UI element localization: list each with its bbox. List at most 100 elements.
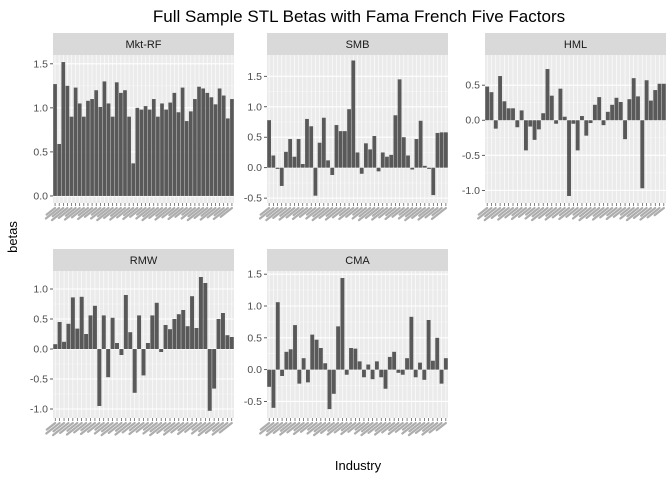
x-category-label-mark [422, 421, 435, 432]
x-category-label-mark [142, 421, 154, 431]
x-category-label-mark [558, 206, 575, 221]
x-category-label-mark [640, 206, 653, 217]
bar [193, 99, 197, 196]
x-category-label-mark [306, 421, 322, 435]
x-category-label-mark [149, 421, 167, 437]
x-category-label-mark [338, 206, 351, 217]
bar [640, 120, 645, 189]
bar [427, 167, 431, 169]
bar [88, 315, 93, 349]
bar [357, 361, 362, 370]
x-category-label-mark [200, 206, 213, 217]
x-category-label-mark [404, 206, 418, 218]
x-category-label-mark [135, 206, 151, 220]
bar [498, 76, 503, 121]
y-tick-label: 0.0 [33, 190, 48, 202]
x-category-label-mark [218, 421, 233, 434]
x-category-label-mark [128, 421, 145, 436]
bar [205, 92, 210, 196]
bar [410, 167, 415, 170]
x-category-label-mark [325, 206, 338, 217]
x-category-label-mark [198, 421, 211, 433]
x-category-label-mark [408, 421, 422, 433]
bar [321, 117, 326, 168]
y-tick-label: 0.5 [33, 314, 48, 326]
x-category-label-mark [163, 421, 180, 436]
x-category-label-mark [385, 206, 397, 217]
x-category-label-mark [619, 206, 635, 220]
bar [627, 99, 632, 121]
x-category-label-mark [378, 206, 393, 219]
bar [180, 87, 185, 196]
bar [528, 120, 533, 127]
bar [549, 95, 554, 121]
x-category-label-mark [374, 421, 391, 436]
bar [511, 108, 515, 121]
bar [400, 369, 405, 375]
x-category-label-mark [73, 421, 88, 434]
bar [571, 120, 576, 124]
bar [123, 295, 128, 349]
x-category-label-mark [265, 421, 284, 437]
x-category-label-mark [63, 206, 81, 221]
bar [66, 323, 71, 349]
x-category-label-mark [511, 206, 523, 217]
x-category-label-mark [265, 206, 283, 222]
bar [212, 349, 217, 389]
x-category-label-mark [477, 206, 493, 220]
x-category-label-mark [259, 206, 271, 216]
x-category-label-mark [90, 206, 102, 216]
y-tick-label: -0.5 [30, 374, 48, 386]
x-category-label-mark [93, 421, 110, 435]
y-tick-label: -1.0 [30, 404, 48, 416]
bar [351, 60, 356, 168]
facet-strip-label: RMW [130, 255, 158, 267]
bar [443, 358, 448, 370]
x-category-label-mark [212, 206, 229, 221]
bar [217, 88, 222, 196]
x-category-label-mark [360, 421, 378, 437]
x-category-label-mark [646, 206, 661, 219]
x-category-label-mark [66, 421, 79, 432]
y-tick-label: 0.0 [247, 162, 262, 174]
y-tick-label: 0.5 [465, 80, 480, 92]
x-category-label-mark [531, 206, 545, 218]
y-tick-label: -0.5 [462, 150, 480, 162]
bar [119, 92, 123, 196]
bar [176, 112, 181, 196]
x-category-label-mark [135, 421, 150, 433]
x-category-label-mark [307, 421, 318, 431]
bar [271, 155, 276, 168]
x-category-label-mark [490, 206, 506, 219]
bar [493, 120, 498, 129]
bar [57, 322, 62, 349]
x-category-label-mark [184, 421, 198, 433]
x-category-label-mark [141, 206, 159, 222]
bar [197, 86, 201, 196]
x-category-label-mark [347, 421, 361, 433]
facet-strip [485, 33, 666, 55]
x-category-label-mark [414, 421, 430, 434]
bar [435, 132, 440, 168]
x-category-label-mark [544, 206, 562, 221]
bar [102, 81, 107, 196]
x-category-label-mark [109, 206, 122, 217]
x-category-label-mark [305, 206, 321, 220]
x-category-label-mark [340, 421, 353, 432]
bar [98, 106, 103, 196]
x-category-label-mark [156, 421, 172, 434]
bar [392, 351, 397, 370]
y-tick-label: 0.0 [247, 364, 262, 376]
facet-2: HML -1.0 -0.5 0.0 0.5 [462, 33, 666, 222]
bar [336, 326, 341, 370]
bar [340, 278, 345, 370]
bar [426, 320, 431, 370]
bar [597, 97, 602, 121]
x-category-label-mark [266, 421, 279, 433]
x-category-label-mark [397, 206, 414, 220]
bar [610, 104, 615, 121]
bar [541, 113, 546, 121]
bar [347, 109, 351, 168]
x-category-label-mark [504, 206, 519, 219]
